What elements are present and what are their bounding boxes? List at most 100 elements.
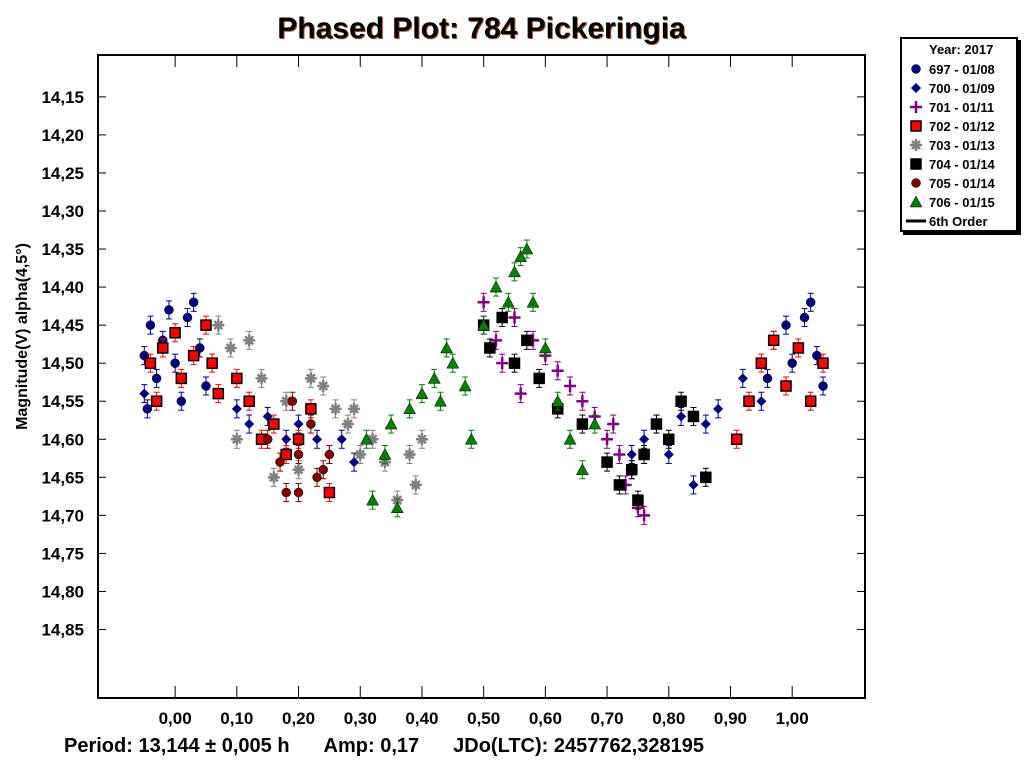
legend-label: 697 - 01/08 [929, 61, 995, 77]
data-point [306, 419, 316, 429]
y-tick-label: 14,35 [41, 240, 84, 259]
data-point [231, 403, 242, 414]
x-tick-label: 0,50 [467, 709, 500, 728]
legend-marker [911, 178, 921, 188]
legend-marker [910, 158, 922, 170]
circle-marker-icon [911, 178, 921, 188]
data-point [287, 396, 298, 406]
data-point [267, 471, 280, 484]
data-point [280, 448, 292, 461]
x-tick-label: 0,10 [220, 709, 253, 728]
y-axis-label: Magnitude(V) alpha(4,5°) [14, 243, 31, 430]
data-point [575, 463, 589, 475]
data-point [318, 464, 328, 475]
data-point [378, 447, 392, 460]
diamond-marker-icon [911, 83, 921, 93]
data-point [293, 449, 304, 460]
footer-info: Period: 13,144 ± 0,005 h Amp: 0,17 JDo(LTC… [64, 735, 738, 758]
data-point [489, 280, 503, 293]
data-point [501, 295, 515, 308]
y-tick-label: 14,60 [41, 430, 84, 449]
data-point [281, 487, 291, 498]
square-marker-icon [910, 120, 922, 132]
series-697 [139, 292, 828, 419]
legend-item: 701 - 01/11 [906, 98, 994, 116]
data-point [787, 358, 797, 368]
data-point [139, 388, 150, 399]
data-point [230, 433, 243, 446]
data-point [514, 387, 527, 400]
data-point [170, 358, 180, 368]
series-705 [262, 391, 335, 503]
data-point [187, 349, 200, 362]
data-point [650, 418, 663, 430]
data-point [312, 434, 323, 445]
data-point [409, 478, 422, 491]
data-point [632, 494, 644, 506]
data-point [206, 357, 218, 369]
legend: Year: 2017 697 - 01/08 700 - 01/09 701 - 0… [900, 37, 1018, 232]
y-tick-label: 14,55 [41, 392, 84, 411]
data-point [639, 434, 650, 445]
series-702 [144, 315, 829, 503]
data-point [700, 471, 712, 484]
data-point [743, 395, 755, 407]
series-706 [359, 239, 602, 518]
data-point [817, 357, 829, 369]
data-point [150, 395, 163, 407]
data-point [384, 417, 398, 430]
data-point [688, 479, 699, 490]
data-point [737, 373, 748, 384]
data-point [626, 463, 638, 476]
data-point [169, 326, 181, 339]
data-point [762, 373, 773, 384]
data-point [514, 250, 528, 262]
legend-item: 700 - 01/09 [906, 79, 995, 97]
legend-item: 705 - 01/14 [906, 174, 995, 192]
data-point [275, 457, 285, 467]
data-point [434, 394, 447, 407]
data-point [164, 305, 174, 315]
data-point [520, 242, 534, 255]
x-tick-label: 1,00 [776, 709, 809, 728]
data-point [526, 295, 540, 308]
data-point [212, 387, 225, 400]
data-point [563, 432, 577, 445]
data-point [508, 265, 521, 278]
x-tick-label: 0,20 [282, 709, 315, 728]
legend-title: Year: 2017 [929, 42, 994, 57]
data-point [675, 395, 687, 407]
data-point [292, 463, 305, 476]
data-point [490, 334, 503, 347]
plot-frame [97, 54, 866, 699]
data-point [588, 417, 602, 430]
line-marker-icon [906, 219, 926, 223]
data-point [700, 419, 711, 430]
legend-item: 704 - 01/14 [906, 155, 995, 173]
star-marker-icon [910, 139, 922, 151]
data-point [255, 372, 268, 385]
data-point [607, 418, 620, 431]
x-tick-label: 0,70 [591, 709, 624, 728]
chart-title: Phased Plot: 784 Pickeringia [277, 12, 686, 45]
data-point [638, 448, 650, 461]
legend-label: 702 - 01/12 [929, 118, 995, 134]
data-point [324, 449, 335, 460]
data-point [293, 419, 304, 430]
data-point [201, 381, 211, 391]
x-tick-label: 0,80 [652, 709, 685, 728]
y-tick-label: 14,80 [41, 582, 84, 601]
data-point [292, 433, 305, 446]
legend-label: 703 - 01/13 [929, 137, 995, 153]
legend-marker [910, 139, 922, 151]
legend-label: 701 - 01/11 [929, 99, 995, 115]
y-tick-label: 14,25 [41, 164, 84, 183]
legend-item: 697 - 01/08 [906, 60, 995, 78]
data-point [354, 448, 367, 461]
data-point [188, 297, 199, 308]
legend-item: 702 - 01/12 [906, 117, 995, 135]
y-tick-label: 14,45 [41, 316, 84, 335]
data-point [663, 449, 674, 460]
data-point [341, 418, 354, 431]
